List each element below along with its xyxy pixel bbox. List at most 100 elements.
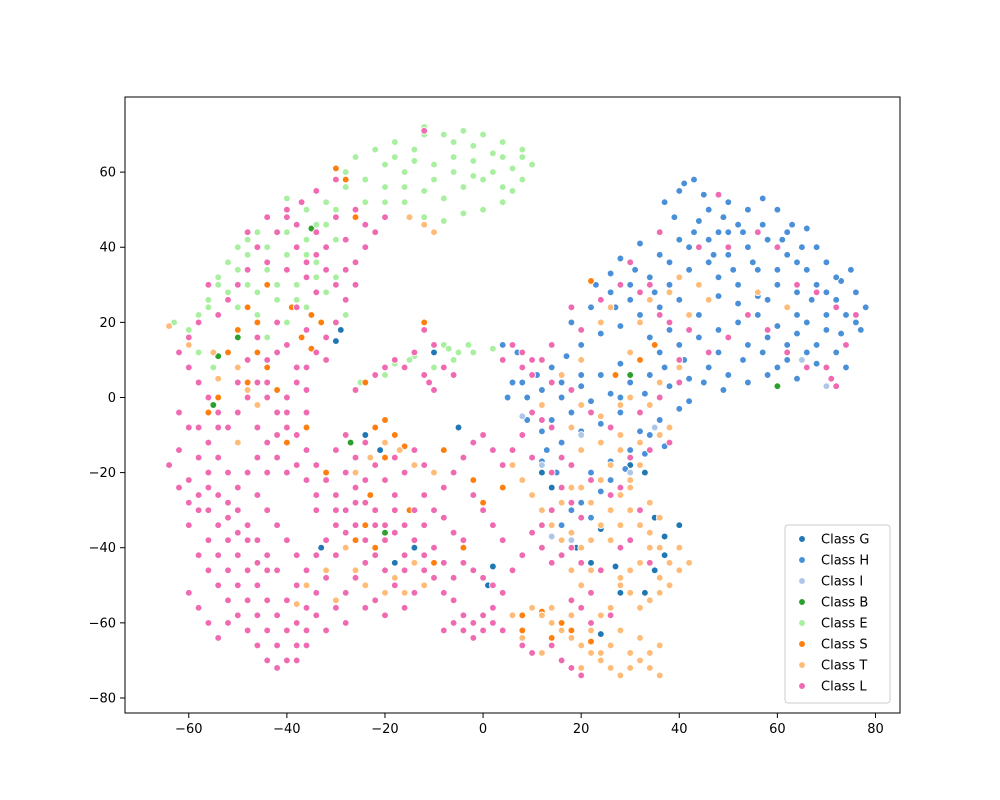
data-point [802,363,811,372]
data-point [724,250,733,259]
data-point [317,318,326,327]
data-point [802,265,811,274]
data-point [233,378,242,387]
data-point [616,280,625,289]
data-point [729,265,738,274]
data-point [297,333,306,342]
data-point [273,386,281,394]
data-point [400,183,409,191]
data-point [636,506,644,515]
data-point [547,634,556,642]
data-point [459,558,468,567]
data-point [341,588,350,597]
data-point [606,269,615,278]
data-point [538,468,546,477]
data-point [832,273,841,282]
data-point [283,341,291,349]
data-point [528,408,536,417]
data-point [793,288,801,297]
data-point [224,619,232,627]
data-point [832,382,841,391]
data-point [243,228,252,237]
data-point [351,153,360,161]
data-point [498,356,507,364]
data-point [538,611,546,620]
data-point [184,326,193,334]
data-point [381,371,389,379]
data-point [214,273,223,282]
data-point [626,649,635,657]
data-point [567,634,576,642]
data-point [184,498,193,507]
data-point [253,378,262,387]
data-point [724,371,733,379]
data-point [390,138,399,146]
data-point [390,581,399,590]
data-point [292,303,301,312]
data-point [660,532,669,541]
data-point [587,468,595,477]
data-point [704,235,713,244]
data-point [577,513,586,522]
data-point [724,228,733,237]
data-point [577,341,586,349]
data-point [381,453,389,462]
data-point [292,461,301,469]
data-point [233,280,242,289]
data-point [469,476,478,484]
data-point [341,506,350,515]
data-point [763,235,772,244]
data-point [449,356,458,364]
data-point [528,491,536,499]
legend-label: Class T [821,659,867,674]
data-point [312,588,321,597]
data-point [449,573,458,582]
data-point [224,596,232,605]
data-point [381,528,389,537]
data-point [371,506,380,515]
data-point [626,453,635,462]
data-point [332,273,340,282]
data-point [322,573,330,582]
data-point [626,295,635,304]
data-point [420,551,429,560]
data-point [837,329,845,338]
data-point [400,588,409,597]
data-point [243,303,252,312]
data-point [341,311,350,319]
data-point [822,258,831,267]
data-point [567,506,576,515]
data-point [361,558,370,567]
data-point [685,265,693,274]
data-point [449,138,458,146]
data-point [802,348,811,357]
data-point [302,476,311,484]
data-point [469,634,478,642]
data-point [322,536,330,545]
data-point [822,311,831,319]
data-point [567,318,576,327]
data-point [714,292,723,300]
data-point [449,468,458,477]
data-point [302,581,311,590]
data-point [292,431,301,439]
data-point [675,378,684,387]
data-point [322,288,330,297]
data-point [263,596,272,605]
y-axis: −80 −60 −40 −20 0 20 40 60 [89,166,125,706]
x-tick-label: −60 [175,722,202,737]
data-point [577,382,586,391]
data-point [763,333,772,342]
data-point [346,438,355,447]
data-point [489,446,497,454]
data-point [567,664,576,672]
data-point [650,341,659,349]
data-point [400,566,409,575]
data-point [675,566,684,575]
data-point [518,611,527,620]
data-point [636,558,644,567]
data-point [832,303,841,312]
data-point [498,588,507,597]
data-point [209,363,218,372]
